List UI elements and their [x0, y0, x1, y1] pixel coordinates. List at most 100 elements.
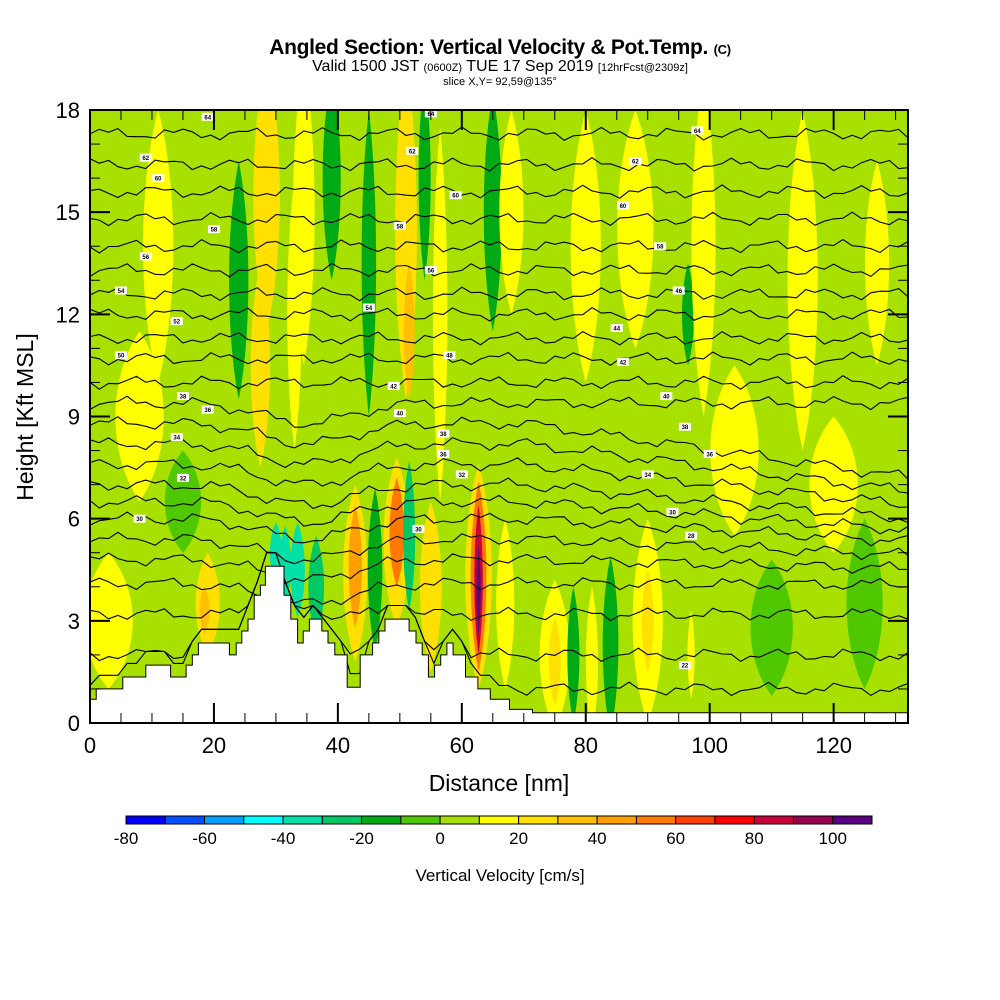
contour-label-box — [616, 358, 629, 367]
contour-label: 30 — [412, 524, 425, 533]
contour-label-box — [691, 126, 704, 135]
contour-label: 52 — [170, 317, 183, 326]
contour-label-text: 40 — [397, 412, 404, 418]
y-tick-label: 15 — [56, 200, 80, 225]
contour-label: 60 — [616, 201, 629, 210]
contour-label-box — [666, 507, 679, 516]
velocity-field: 64 62 60 58 56 54 52 50 38 36 34 32 30 64 62 60 58 56 54 48… — [90, 110, 908, 723]
theta-contour — [90, 436, 908, 494]
contour-label: 56 — [139, 252, 152, 261]
contour-label: 60 — [152, 174, 165, 183]
title-units: (C) — [713, 42, 731, 57]
contour-label-box — [455, 470, 468, 479]
contour-label-text: 30 — [415, 527, 422, 533]
contour-label-box — [152, 174, 165, 183]
velocity-cell — [809, 416, 858, 553]
x-tick-label: 20 — [202, 733, 226, 758]
velocity-cell — [548, 617, 561, 706]
contour-label-box — [449, 191, 462, 200]
contour-label-box — [437, 429, 450, 438]
contour-label: 36 — [201, 405, 214, 414]
title-main: Angled Section: Vertical Velocity & Pot.… — [269, 36, 709, 59]
contour-label: 40 — [660, 392, 673, 401]
theta-contours — [90, 126, 908, 697]
y-tick-label: 6 — [68, 507, 80, 532]
contour-label-text: 28 — [688, 534, 695, 540]
velocity-cell — [602, 556, 619, 723]
contour-label-text: 54 — [366, 306, 373, 312]
contour-label: 56 — [424, 266, 437, 275]
theta-contour — [90, 351, 908, 366]
contour-label-box — [424, 266, 437, 275]
contour-label-text: 22 — [682, 664, 689, 670]
contour-label-text: 30 — [136, 517, 143, 523]
contour-label: 58 — [207, 225, 220, 234]
contour-label-text: 52 — [173, 320, 180, 326]
contour-label-box — [362, 303, 375, 312]
colorbar-tick-label: -80 — [114, 829, 139, 848]
contour-label-box — [660, 392, 673, 401]
theta-contour — [90, 531, 908, 565]
colorbar-swatch — [204, 815, 245, 825]
velocity-cell — [687, 610, 695, 700]
contour-label-box — [443, 351, 456, 360]
x-tick-label: 0 — [84, 733, 96, 758]
contour-label: 42 — [387, 381, 400, 390]
y-tick-label: 3 — [68, 609, 80, 634]
colorbar-swatch — [439, 815, 480, 825]
contour-label-text: 38 — [682, 425, 689, 431]
contour-label: 64 — [201, 112, 214, 121]
contour-label-text: 58 — [211, 228, 218, 234]
colorbar-tick-label: -20 — [349, 829, 374, 848]
contour-label-box — [406, 146, 419, 155]
contour-label-box — [207, 225, 220, 234]
velocity-cell — [199, 586, 210, 635]
theta-contour — [90, 157, 908, 172]
x-tick-label: 120 — [815, 733, 852, 758]
theta-contour — [90, 286, 908, 302]
x-tick-label: 60 — [450, 733, 474, 758]
contour-label-box — [672, 286, 685, 295]
contour-label-text: 48 — [446, 354, 453, 360]
contour-label-text: 32 — [458, 473, 465, 479]
contour-labels: 64 62 60 58 56 54 52 50 38 36 34 32 30 64 62 60 58 56 54 48… — [114, 110, 716, 670]
contour-label-box — [170, 432, 183, 441]
theta-contour — [90, 184, 908, 199]
x-tick-label: 40 — [326, 733, 350, 758]
theta-contour — [90, 375, 908, 390]
colorbar-swatch — [125, 815, 166, 825]
valid-utc: (0600Z) — [423, 62, 463, 74]
contour-label-box — [610, 323, 623, 332]
contour-label: 36 — [437, 449, 450, 458]
contour-label-text: 60 — [620, 204, 627, 210]
colorbar-swatch — [321, 815, 363, 825]
contour-label: 38 — [176, 392, 189, 401]
contour-label: 32 — [455, 470, 468, 479]
velocity-cell — [322, 110, 341, 281]
slice-info: slice X,Y= 92,59@135° — [443, 76, 557, 88]
contour-label-box — [393, 409, 406, 418]
contour-label: 58 — [654, 242, 667, 251]
valid-time: Valid 1500 JST — [312, 58, 420, 75]
contour-label-box — [616, 201, 629, 210]
velocity-cell — [229, 161, 249, 400]
theta-contour — [90, 457, 908, 508]
contour-label: 34 — [170, 432, 183, 441]
velocity-cell — [476, 545, 481, 635]
contour-label-box — [678, 422, 691, 431]
colorbar-swatch — [478, 815, 520, 825]
contour-label-text: 50 — [118, 354, 125, 360]
theta-contour — [90, 552, 908, 697]
velocity-cell — [864, 161, 890, 366]
y-tick-label: 18 — [56, 98, 80, 123]
forecast-info: [12hrFcst@2309z] — [597, 62, 688, 74]
velocity-cell — [750, 559, 793, 696]
contour-label: 50 — [114, 351, 127, 360]
contour-label: 60 — [449, 191, 462, 200]
theta-contour — [90, 211, 908, 227]
contour-label-text: 62 — [409, 149, 416, 155]
y-tick-label: 0 — [68, 711, 80, 736]
contour-label-text: 62 — [632, 160, 639, 166]
valid-date: TUE 17 Sep 2019 — [466, 58, 594, 75]
